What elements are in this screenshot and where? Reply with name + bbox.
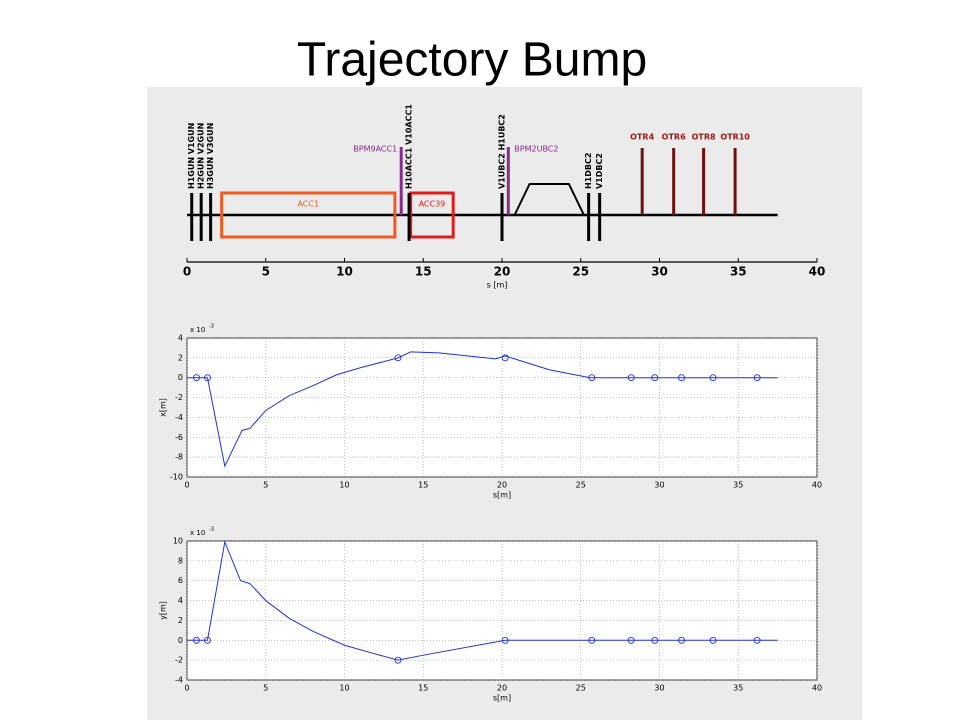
- marker: [204, 636, 211, 644]
- marker: [501, 354, 509, 362]
- slide-title: Trajectory Bump: [297, 34, 647, 87]
- x-tick-label: 25: [576, 684, 586, 693]
- y-tick-label: 4: [178, 596, 183, 605]
- y-tick-label: 8: [178, 556, 183, 565]
- x-tick-label: 5: [262, 265, 270, 279]
- marker: [204, 374, 211, 382]
- trajectory-line: [187, 351, 778, 468]
- x-tick-label: 35: [730, 265, 747, 279]
- marker: [394, 354, 402, 362]
- y-tick-label: -10: [170, 473, 183, 482]
- y-tick-label: -2: [175, 656, 183, 665]
- marker: [627, 374, 635, 382]
- x-tick-label: 40: [809, 265, 826, 279]
- x-tick-label: 10: [339, 481, 349, 490]
- scale-text: x 10: [190, 326, 205, 334]
- y-tick-label: -2: [175, 393, 183, 402]
- y-tick-label: -4: [175, 676, 183, 685]
- x-tick-label: 15: [418, 481, 428, 490]
- x-tick-label: 35: [733, 684, 743, 693]
- magnet-label: H10ACC1 V10ACC1: [405, 104, 414, 189]
- x-axis-label: s [m]: [487, 281, 508, 290]
- otr-label: OTR6: [662, 133, 686, 142]
- y-tick-label: 6: [178, 576, 183, 585]
- magnet-label: H2GUN V2GUN: [197, 123, 206, 189]
- x-tick-label: 25: [572, 265, 589, 279]
- y-axis-label: y[m]: [159, 601, 168, 620]
- x-tick-label: 30: [654, 684, 664, 693]
- x-tick-label: 20: [494, 265, 511, 279]
- marker: [753, 636, 761, 644]
- magnet-label: V1UBC2 H1UBC2: [498, 114, 507, 189]
- x-tick-label: 0: [183, 265, 191, 279]
- marker: [709, 636, 717, 644]
- marker: [501, 636, 509, 644]
- marker: [678, 636, 685, 644]
- marker: [588, 636, 596, 644]
- x-tick-label: 25: [576, 481, 586, 490]
- chicane: [513, 183, 585, 216]
- marker: [192, 374, 200, 382]
- y-tick-label: 2: [178, 616, 183, 625]
- y-tick-label: 4: [178, 334, 183, 343]
- marker: [753, 374, 761, 382]
- marker: [394, 656, 402, 664]
- cavity-label: ACC39: [419, 200, 446, 209]
- scale-power: -3: [209, 324, 214, 330]
- scale-power: -3: [209, 527, 214, 533]
- x-tick-label: 20: [497, 481, 507, 490]
- marker: [709, 374, 717, 382]
- y-axis-label: x[m]: [159, 398, 168, 417]
- marker: [588, 374, 596, 382]
- y-tick-label: 0: [178, 373, 183, 382]
- x-tick-label: 0: [184, 684, 189, 693]
- trajectory-line: [187, 540, 778, 661]
- bpm-label: BPM2UBC2: [514, 145, 558, 154]
- otr-label: OTR8: [692, 133, 716, 142]
- cavity: [220, 191, 397, 239]
- x-axis-label: s[m]: [493, 491, 511, 500]
- otr-label: OTR4: [630, 133, 654, 142]
- x-tick-label: 10: [336, 265, 353, 279]
- y-tick-label: -4: [175, 413, 183, 422]
- marker: [651, 374, 659, 382]
- x-tick-label: 40: [812, 481, 822, 490]
- x-tick-label: 10: [339, 684, 349, 693]
- x-tick-label: 30: [651, 265, 668, 279]
- y-tick-label: 2: [178, 353, 183, 362]
- magnet-label: H1DBC2: [584, 153, 593, 189]
- magnet-label: H1GUN V1GUN: [187, 123, 196, 189]
- marker: [678, 374, 685, 382]
- x-tick-label: 15: [415, 265, 432, 279]
- magnet-label: V1DBC2: [595, 153, 604, 189]
- x-tick-label: 5: [263, 684, 268, 693]
- x-tick-label: 40: [812, 684, 822, 693]
- otr-label: OTR10: [720, 133, 750, 142]
- y-tick-label: -8: [175, 453, 183, 462]
- marker: [627, 636, 635, 644]
- x-tick-label: 35: [733, 481, 743, 490]
- cavity-label: ACC1: [297, 200, 319, 209]
- x-tick-label: 5: [263, 481, 268, 490]
- y-tick-label: 10: [173, 537, 183, 546]
- x-tick-label: 20: [497, 684, 507, 693]
- marker: [192, 636, 200, 644]
- y-tick-label: -6: [175, 433, 183, 442]
- scale-text: x 10: [190, 529, 205, 537]
- x-tick-label: 30: [654, 481, 664, 490]
- marker: [651, 636, 659, 644]
- cavity: [409, 191, 455, 239]
- bpm-label: BPM9ACC1: [353, 145, 397, 154]
- magnet-label: H3GUN V3GUN: [206, 123, 215, 189]
- x-axis-label: s[m]: [493, 694, 511, 703]
- y-tick-label: 0: [178, 636, 183, 645]
- x-tick-label: 15: [418, 684, 428, 693]
- x-tick-label: 0: [184, 481, 189, 490]
